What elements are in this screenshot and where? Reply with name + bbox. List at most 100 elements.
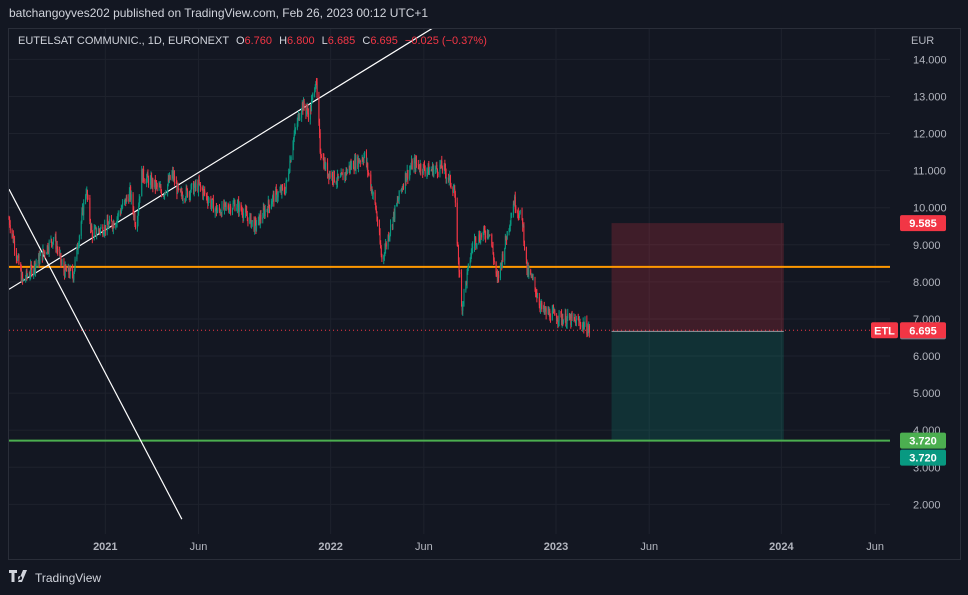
candle-body bbox=[333, 170, 335, 182]
candle-body bbox=[536, 297, 538, 299]
candle-body bbox=[578, 319, 580, 322]
candle-body bbox=[269, 204, 271, 209]
price-tag[interactable] bbox=[900, 449, 946, 466]
candle-body bbox=[60, 253, 62, 263]
last-price-tag[interactable] bbox=[900, 322, 946, 339]
candle-body bbox=[241, 211, 243, 216]
ascending-trendline[interactable] bbox=[9, 15, 454, 290]
candle-body bbox=[20, 269, 22, 282]
candle-body bbox=[272, 193, 274, 197]
candle-body bbox=[552, 309, 554, 311]
candle-body bbox=[90, 225, 92, 229]
candle-body bbox=[444, 164, 446, 167]
candle-body bbox=[9, 218, 11, 226]
candle-body bbox=[214, 209, 216, 213]
candle-body bbox=[175, 181, 177, 184]
candle-body bbox=[588, 325, 590, 330]
candle-body bbox=[26, 270, 28, 276]
candle-body bbox=[98, 228, 100, 234]
candle-body bbox=[449, 175, 451, 177]
candle-body bbox=[195, 183, 197, 188]
stop-loss-zone[interactable] bbox=[611, 223, 784, 332]
candle-body bbox=[466, 272, 468, 284]
candle-body bbox=[583, 325, 585, 330]
candle-body bbox=[29, 274, 31, 276]
candle-body bbox=[117, 212, 119, 217]
symbol-tag[interactable] bbox=[871, 322, 898, 339]
candle-body bbox=[553, 309, 555, 311]
candle-body bbox=[288, 171, 290, 174]
candle-body bbox=[247, 217, 249, 224]
candle-body bbox=[154, 179, 156, 188]
candle-body bbox=[586, 334, 588, 336]
candle-body bbox=[348, 165, 350, 171]
candle-body bbox=[575, 318, 577, 326]
candle-body bbox=[17, 256, 19, 261]
tradingview-logo[interactable]: TradingView bbox=[9, 570, 101, 585]
candle-body bbox=[194, 182, 196, 187]
candle-body bbox=[207, 200, 209, 204]
candle-body bbox=[106, 219, 108, 232]
y-tick-label: 12.000 bbox=[913, 129, 947, 141]
candle-body bbox=[428, 170, 430, 175]
candle-body bbox=[39, 255, 41, 264]
candle-body bbox=[461, 273, 463, 307]
candle-body bbox=[443, 164, 445, 170]
candle-body bbox=[134, 215, 136, 225]
candle-body bbox=[82, 207, 84, 215]
candle-body bbox=[24, 279, 26, 281]
candle-body bbox=[539, 305, 541, 309]
candle-body bbox=[433, 169, 435, 176]
candle-body bbox=[181, 195, 183, 201]
candle-body bbox=[139, 196, 141, 199]
candle-body bbox=[244, 209, 246, 213]
low-label: L bbox=[321, 35, 328, 47]
candle-body bbox=[110, 218, 112, 222]
candle-body bbox=[338, 177, 340, 179]
symbol-title[interactable]: EUTELSAT COMMUNIC., 1D, EURONEXT bbox=[18, 35, 229, 47]
candle-body bbox=[376, 212, 378, 220]
candle-body bbox=[251, 221, 253, 227]
candle-body bbox=[315, 81, 317, 83]
price-tag[interactable] bbox=[900, 215, 946, 232]
candle-body bbox=[575, 319, 577, 326]
candle-body bbox=[549, 318, 551, 321]
candle-body bbox=[513, 204, 515, 206]
y-tick-label: 5.000 bbox=[913, 388, 941, 400]
candle-body bbox=[54, 236, 56, 240]
take-profit-zone[interactable] bbox=[611, 331, 784, 441]
candle-body bbox=[33, 270, 35, 276]
price-tag[interactable] bbox=[900, 432, 946, 449]
candle-body bbox=[305, 107, 307, 114]
tradingview-logo-icon bbox=[9, 570, 31, 585]
candle-body bbox=[527, 265, 529, 274]
candle-body bbox=[400, 190, 402, 192]
descending-trendline[interactable] bbox=[9, 188, 183, 520]
candle-body bbox=[306, 108, 308, 111]
candle-body bbox=[151, 179, 153, 188]
candle-body bbox=[229, 206, 231, 209]
candle-body bbox=[558, 311, 560, 322]
candle-body bbox=[582, 322, 584, 326]
candle-body bbox=[350, 164, 352, 168]
candle-body bbox=[68, 266, 70, 275]
candle-body bbox=[259, 214, 261, 225]
candle-body bbox=[279, 190, 281, 193]
candle-body bbox=[224, 202, 226, 204]
candle-body bbox=[198, 179, 200, 185]
candle-body bbox=[257, 216, 259, 226]
candle-body bbox=[484, 230, 486, 236]
candle-body bbox=[221, 203, 223, 216]
candle-body bbox=[388, 235, 390, 240]
candle-body bbox=[43, 251, 45, 253]
candle-body bbox=[57, 249, 59, 252]
candle-body bbox=[419, 164, 421, 171]
candle-body bbox=[169, 175, 171, 180]
candle-body bbox=[207, 200, 209, 204]
candle-body bbox=[160, 191, 162, 196]
candle-body bbox=[285, 180, 287, 190]
candle-body bbox=[409, 168, 411, 170]
candle-body bbox=[143, 168, 145, 180]
candle-body bbox=[12, 233, 14, 235]
